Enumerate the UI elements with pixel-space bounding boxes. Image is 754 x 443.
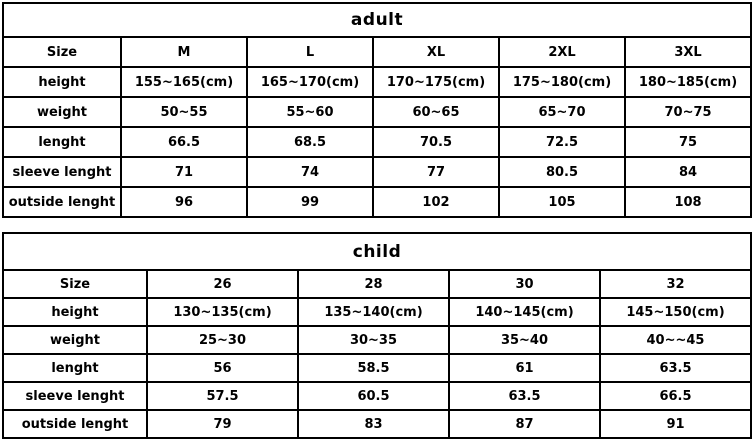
value-cell: 60.5 xyxy=(297,381,450,411)
child-table-title: child xyxy=(1,232,753,271)
adult-title-row: adult xyxy=(1,2,753,38)
value-cell: 70~75 xyxy=(623,96,753,128)
row-label: Size xyxy=(2,269,148,299)
value-cell: 80.5 xyxy=(498,156,626,188)
table-row: sleeve lenght 57.5 60.5 63.5 66.5 xyxy=(2,381,753,411)
table-row: weight 50~55 55~60 60~65 65~70 70~75 xyxy=(2,96,753,128)
size-column-header: 30 xyxy=(448,269,601,299)
value-cell: 74 xyxy=(246,156,374,188)
size-column-header: 3XL xyxy=(623,36,753,68)
row-label: outside lenght xyxy=(2,409,148,439)
table-row: sleeve lenght 71 74 77 80.5 84 xyxy=(2,156,753,188)
size-column-header: 32 xyxy=(598,269,753,299)
value-cell: 40~~45 xyxy=(598,325,753,355)
value-cell: 96 xyxy=(120,186,248,218)
value-cell: 84 xyxy=(623,156,753,188)
value-cell: 135~140(cm) xyxy=(297,297,450,327)
child-size-header-row: Size 26 28 30 32 xyxy=(2,269,753,299)
value-cell: 83 xyxy=(297,409,450,439)
value-cell: 91 xyxy=(598,409,753,439)
value-cell: 65~70 xyxy=(498,96,626,128)
child-title-row: child xyxy=(1,232,753,271)
value-cell: 68.5 xyxy=(246,126,374,158)
value-cell: 61 xyxy=(448,353,601,383)
row-label: sleeve lenght xyxy=(2,381,148,411)
value-cell: 55~60 xyxy=(246,96,374,128)
value-cell: 155~165(cm) xyxy=(120,66,248,98)
size-table-adult: adult Size M L XL 2XL 3XL height 155~165(cm) 165~… xyxy=(1,2,753,218)
size-column-header: 2XL xyxy=(498,36,626,68)
row-label: weight xyxy=(2,325,148,355)
value-cell: 30~35 xyxy=(297,325,450,355)
table-row: lenght 66.5 68.5 70.5 72.5 75 xyxy=(2,126,753,158)
table-row: weight 25~30 30~35 35~40 40~~45 xyxy=(2,325,753,355)
row-label: lenght xyxy=(2,126,122,158)
value-cell: 180~185(cm) xyxy=(623,66,753,98)
value-cell: 87 xyxy=(448,409,601,439)
value-cell: 99 xyxy=(246,186,374,218)
size-table-child: child Size 26 28 30 32 height 130~135(cm) 135~14… xyxy=(1,232,753,439)
value-cell: 50~55 xyxy=(120,96,248,128)
size-column-header: L xyxy=(246,36,374,68)
adult-size-header-row: Size M L XL 2XL 3XL xyxy=(2,36,753,68)
value-cell: 175~180(cm) xyxy=(498,66,626,98)
size-column-header: 28 xyxy=(297,269,450,299)
adult-table-title: adult xyxy=(1,2,753,38)
table-row: outside lenght 96 99 102 105 108 xyxy=(2,186,753,218)
value-cell: 56 xyxy=(146,353,299,383)
table-row: lenght 56 58.5 61 63.5 xyxy=(2,353,753,383)
value-cell: 79 xyxy=(146,409,299,439)
table-row: height 155~165(cm) 165~170(cm) 170~175(cm) 1… xyxy=(2,66,753,98)
value-cell: 57.5 xyxy=(146,381,299,411)
table-row: outside lenght 79 83 87 91 xyxy=(2,409,753,439)
value-cell: 72.5 xyxy=(498,126,626,158)
value-cell: 25~30 xyxy=(146,325,299,355)
value-cell: 145~150(cm) xyxy=(598,297,753,327)
table-row: height 130~135(cm) 135~140(cm) 140~145(cm) 1… xyxy=(2,297,753,327)
value-cell: 165~170(cm) xyxy=(246,66,374,98)
row-label: height xyxy=(2,297,148,327)
size-column-header: 26 xyxy=(146,269,299,299)
value-cell: 170~175(cm) xyxy=(372,66,500,98)
row-label: lenght xyxy=(2,353,148,383)
row-label: weight xyxy=(2,96,122,128)
value-cell: 58.5 xyxy=(297,353,450,383)
row-label: outside lenght xyxy=(2,186,122,218)
value-cell: 70.5 xyxy=(372,126,500,158)
value-cell: 63.5 xyxy=(448,381,601,411)
value-cell: 140~145(cm) xyxy=(448,297,601,327)
value-cell: 71 xyxy=(120,156,248,188)
value-cell: 108 xyxy=(623,186,753,218)
row-label: Size xyxy=(2,36,122,68)
size-column-header: M xyxy=(120,36,248,68)
value-cell: 66.5 xyxy=(598,381,753,411)
value-cell: 66.5 xyxy=(120,126,248,158)
value-cell: 35~40 xyxy=(448,325,601,355)
value-cell: 105 xyxy=(498,186,626,218)
value-cell: 60~65 xyxy=(372,96,500,128)
value-cell: 75 xyxy=(623,126,753,158)
value-cell: 63.5 xyxy=(598,353,753,383)
row-label: height xyxy=(2,66,122,98)
value-cell: 102 xyxy=(372,186,500,218)
size-column-header: XL xyxy=(372,36,500,68)
row-label: sleeve lenght xyxy=(2,156,122,188)
value-cell: 77 xyxy=(372,156,500,188)
value-cell: 130~135(cm) xyxy=(146,297,299,327)
